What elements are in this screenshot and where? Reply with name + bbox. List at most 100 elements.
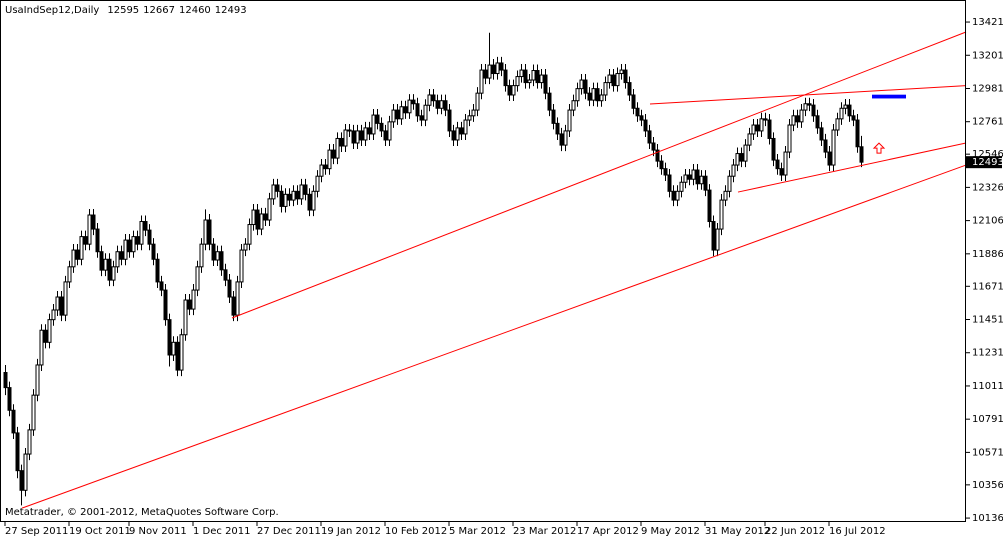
ohlc-readout: 12595 12667 12460 12493: [107, 5, 246, 16]
candle-body: [351, 130, 356, 144]
candle-body: [63, 281, 68, 316]
y-tick-label: 11451: [972, 315, 1003, 326]
candle-body: [827, 151, 832, 166]
candle-body: [303, 184, 308, 195]
candle-body: [691, 169, 696, 180]
candle-body: [727, 175, 732, 192]
candle-body: [651, 142, 656, 151]
x-tick-label: 9 Nov 2011: [129, 526, 187, 537]
candle-body: [579, 79, 584, 90]
candle-body: [439, 100, 444, 109]
candle-body: [91, 214, 96, 230]
x-tick-label: 16 Jul 2012: [829, 526, 886, 537]
candle-body: [663, 168, 668, 176]
candle-body: [503, 69, 508, 87]
y-tick-label: 11886: [972, 249, 1003, 260]
candle-body: [95, 228, 100, 253]
candle-body: [59, 296, 64, 316]
candle-body: [67, 266, 72, 283]
candle-body: [739, 153, 744, 162]
candle-body: [619, 69, 624, 75]
candle-body: [699, 175, 704, 185]
candle-body: [671, 190, 676, 201]
candle-body: [115, 251, 120, 268]
candle-body: [779, 168, 784, 176]
candle-body: [207, 219, 212, 245]
candle-body: [831, 129, 836, 166]
candle-body: [435, 100, 440, 109]
symbol: UsaIndSep12,Daily: [5, 5, 99, 16]
candle-body: [395, 109, 400, 120]
candle-body: [323, 164, 328, 170]
candle-body: [11, 409, 16, 434]
candle-body: [807, 103, 812, 106]
up-arrow: [872, 142, 886, 154]
candle-body: [615, 73, 620, 87]
y-tick-label: 12546: [972, 149, 1003, 160]
candle-body: [31, 394, 36, 431]
x-tick-label: 27 Dec 2011: [257, 526, 321, 537]
candle-body: [239, 249, 244, 283]
candle-body: [51, 309, 56, 321]
y-tick-label: 12761: [972, 117, 1003, 128]
y-tick-label: 12326: [972, 182, 1003, 193]
candle-body: [791, 115, 796, 126]
candle-body: [111, 266, 116, 281]
x-tick-label: 1 Dec 2011: [193, 526, 251, 537]
candle-body: [203, 219, 208, 245]
candle-body: [79, 236, 84, 260]
candle-body: [315, 175, 320, 192]
candle-body: [631, 94, 636, 109]
candle-body: [547, 92, 552, 111]
candle-body: [167, 319, 172, 356]
trend-line: [649, 85, 967, 105]
candle-body: [231, 296, 236, 316]
candle-body: [507, 85, 512, 96]
candle-body: [855, 119, 860, 148]
candle-body: [119, 251, 124, 260]
candle-body: [787, 124, 792, 153]
candle-body: [487, 64, 492, 79]
candle-body: [155, 258, 160, 283]
candle-body: [163, 289, 168, 321]
candle-body: [755, 124, 760, 132]
candle-body: [551, 109, 556, 124]
y-tick-label: 10356: [972, 480, 1003, 491]
x-tick-label: 9 May 2012: [641, 526, 700, 537]
candle-body: [719, 199, 724, 230]
candle-body: [683, 174, 688, 183]
candle-body: [255, 209, 260, 230]
candle-body: [307, 193, 312, 211]
candle-body: [463, 119, 468, 135]
candle-body: [343, 129, 348, 147]
candle-body: [655, 149, 660, 162]
candle-body: [815, 115, 820, 129]
candle-body: [447, 109, 452, 132]
candle-body: [667, 174, 672, 192]
candle-body: [103, 258, 108, 271]
candle-body: [195, 266, 200, 291]
y-tick-label: 11011: [972, 381, 1003, 392]
ohlc-value: 12493: [215, 5, 247, 16]
x-tick-label: 5 Mar 2012: [449, 526, 506, 537]
y-tick-label: 10136: [972, 513, 1003, 524]
candle-body: [299, 184, 304, 200]
candle-body: [823, 139, 828, 153]
x-tick-label: 22 Jun 2012: [765, 526, 825, 537]
candle-body: [643, 119, 648, 132]
candle-body: [363, 127, 368, 141]
candle-body: [511, 85, 516, 96]
candle-body: [335, 137, 340, 159]
candle-body: [23, 453, 28, 491]
candle-body: [227, 279, 232, 298]
candle-body: [859, 146, 864, 163]
ohlc-value: 12595: [107, 5, 139, 16]
candle-body: [567, 109, 572, 132]
candle-body: [603, 82, 608, 96]
candle-body: [711, 221, 716, 251]
candle-body: [383, 130, 388, 141]
candle-body: [591, 88, 596, 101]
candle-body: [99, 251, 104, 271]
candle-body: [319, 164, 324, 177]
candle-body: [411, 99, 416, 105]
